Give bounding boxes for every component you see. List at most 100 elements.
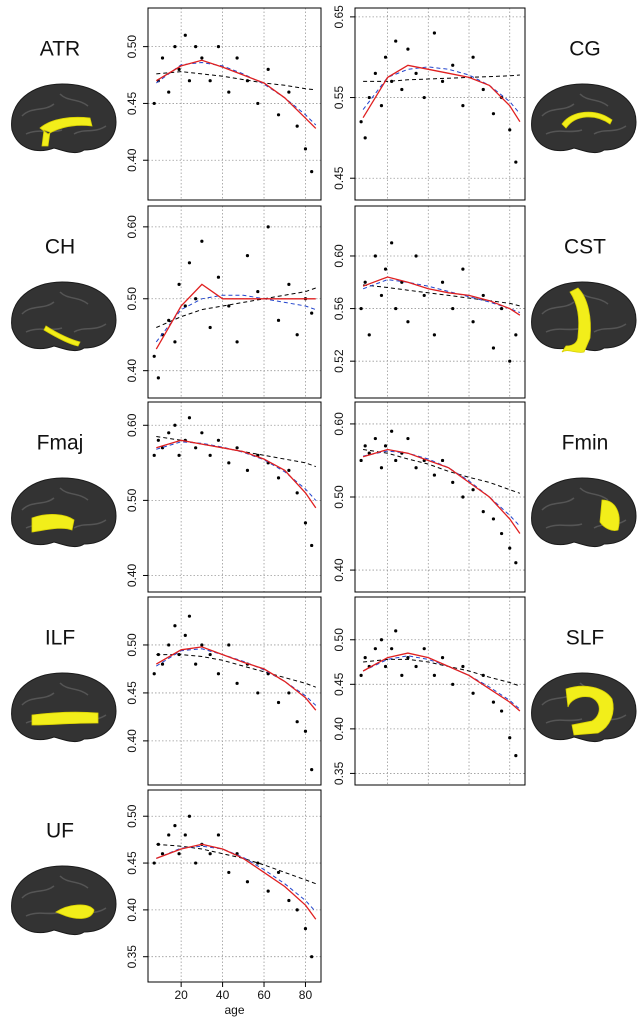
data-point: [491, 346, 496, 350]
fit-line: [156, 287, 316, 328]
data-point: [471, 488, 475, 492]
data-point: [461, 495, 465, 499]
brain-folds: [21, 487, 107, 529]
panel: 0.40 0.50 0.60 Fmin: [332, 401, 637, 593]
data-point: [451, 63, 455, 67]
data-point: [499, 306, 504, 311]
data-point: [363, 280, 367, 284]
y-tick-label: 0.45: [125, 91, 139, 115]
brain-folds: [21, 682, 107, 724]
y-tick-label: 0.50: [332, 628, 346, 652]
data-point: [187, 814, 192, 818]
data-point: [422, 647, 426, 651]
data-point: [514, 753, 518, 758]
data-point: [208, 852, 212, 856]
data-point: [295, 908, 299, 912]
data-point: [451, 480, 455, 484]
data-point: [173, 340, 177, 344]
data-point: [160, 662, 165, 666]
data-point: [256, 289, 260, 294]
data-point: [235, 56, 239, 60]
data-point: [383, 55, 388, 59]
data-point: [245, 880, 250, 884]
tract-shape: [561, 287, 591, 353]
data-point: [400, 87, 404, 92]
brain-icon: [531, 672, 637, 743]
data-point: [359, 306, 363, 311]
fit-line: [362, 448, 521, 534]
brain-icon: [531, 281, 637, 353]
data-point: [227, 461, 231, 465]
data-point: [491, 112, 496, 116]
data-point: [390, 647, 394, 651]
data-point: [432, 473, 437, 477]
data-point: [422, 293, 426, 298]
tract-label: CG: [569, 38, 601, 61]
data-point: [310, 169, 314, 174]
data-point: [183, 304, 187, 308]
data-point: [266, 67, 270, 71]
data-point: [471, 691, 475, 695]
data-point: [173, 45, 177, 49]
plot-frame: [147, 205, 322, 399]
data-point: [187, 79, 192, 83]
data-point: [167, 318, 171, 322]
data-point: [276, 113, 281, 117]
y-tick-label: 0.40: [125, 148, 139, 172]
data-point: [394, 306, 398, 311]
fit-line: [363, 284, 521, 307]
panel: 0.35 0.40 0.45 0.50 20 40 60 80 age UF: [11, 789, 322, 1017]
data-point: [276, 476, 281, 480]
tract-shape: [561, 111, 613, 129]
data-point: [400, 673, 404, 678]
data-point: [394, 458, 398, 463]
data-point: [152, 453, 156, 457]
data-point: [406, 320, 410, 324]
data-point: [440, 655, 445, 660]
data-point: [383, 664, 388, 669]
brain-folds: [21, 875, 107, 917]
y-tick-label: 0.50: [332, 485, 346, 509]
data-point: [152, 101, 156, 106]
data-point: [216, 45, 221, 49]
tract-shape: [43, 325, 81, 347]
y-tick-label: 0.52: [332, 349, 346, 373]
data-point: [187, 614, 192, 618]
data-point: [367, 95, 371, 100]
data-point: [187, 261, 192, 265]
data-point: [310, 311, 314, 315]
data-point: [287, 90, 291, 94]
y-tick-label: 0.65: [332, 5, 346, 29]
plot-frame: [147, 7, 322, 201]
brain-folds: [541, 291, 627, 333]
data-point: [363, 136, 367, 140]
y-tick-label: 0.40: [332, 717, 346, 741]
data-point: [276, 870, 281, 875]
data-point: [367, 333, 371, 337]
fit-line: [156, 648, 317, 706]
data-point: [194, 297, 198, 301]
data-point: [235, 852, 239, 856]
data-point: [373, 647, 377, 651]
data-point: [167, 643, 171, 647]
x-tick-label: 60: [257, 988, 271, 1002]
tract-label: CH: [45, 236, 75, 259]
data-point: [183, 33, 187, 37]
data-point: [173, 423, 177, 427]
x-tick-label: 20: [174, 988, 188, 1002]
data-point: [160, 56, 165, 60]
data-point: [440, 458, 445, 463]
data-point: [508, 359, 512, 363]
fit-line: [156, 654, 316, 688]
data-point: [491, 700, 496, 704]
fit-line: [362, 279, 521, 313]
tract-shape: [39, 116, 93, 147]
data-point: [167, 431, 171, 435]
fit-line: [363, 74, 520, 82]
data-point: [363, 655, 367, 660]
data-point: [200, 239, 204, 243]
tract-label: Fmin: [562, 432, 609, 455]
brain-folds: [21, 291, 107, 333]
data-point: [303, 927, 308, 931]
